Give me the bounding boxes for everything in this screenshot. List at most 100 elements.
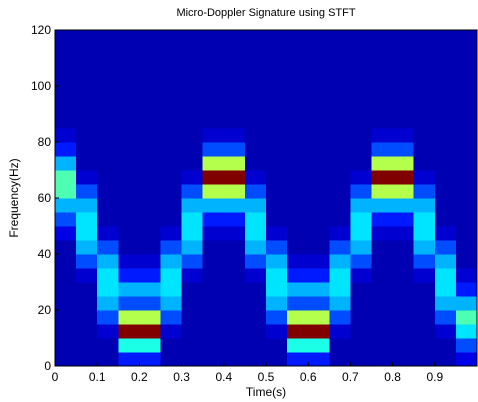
heatmap-cell: [97, 296, 119, 311]
heatmap-cell: [413, 44, 436, 59]
y-tick-label: 0: [44, 359, 51, 373]
heatmap-cell: [181, 128, 204, 143]
heatmap-cell: [413, 58, 436, 73]
heatmap-cell: [181, 170, 204, 185]
heatmap-cell: [223, 198, 246, 213]
heatmap-cell: [97, 338, 119, 353]
heatmap-cell: [308, 114, 330, 129]
heatmap-cell: [223, 310, 246, 325]
chart-title: Micro-Doppler Signature using STFT: [176, 7, 355, 19]
heatmap-cell: [434, 86, 457, 101]
heatmap-cell: [181, 156, 204, 171]
heatmap-cell: [160, 352, 183, 367]
heatmap-cell: [308, 212, 330, 227]
heatmap-cell: [244, 30, 267, 45]
heatmap-cell: [97, 114, 119, 129]
heatmap-cell: [308, 44, 330, 59]
heatmap-cell: [55, 338, 77, 353]
heatmap-cell: [244, 170, 267, 185]
heatmap-cell: [244, 296, 267, 311]
heatmap-cell: [350, 254, 372, 269]
heatmap-cell: [223, 254, 246, 269]
heatmap-cell: [371, 212, 394, 227]
heatmap-cell: [455, 254, 478, 269]
heatmap-cell: [371, 310, 394, 325]
heatmap-cell: [118, 310, 140, 325]
heatmap-cell: [55, 268, 77, 283]
heatmap-cell: [329, 226, 351, 241]
heatmap-cell: [76, 114, 98, 129]
heatmap-cell: [139, 310, 161, 325]
heatmap-cell: [392, 44, 415, 59]
heatmap-cell: [308, 296, 330, 311]
heatmap-cell: [76, 324, 98, 339]
heatmap-cell: [392, 212, 415, 227]
heatmap-cell: [413, 324, 436, 339]
heatmap-cell: [118, 44, 140, 59]
heatmap-cell: [329, 30, 351, 45]
heatmap-cell: [160, 72, 183, 87]
heatmap-cell: [139, 156, 161, 171]
heatmap-cell: [181, 44, 204, 59]
heatmap-cell: [308, 86, 330, 101]
heatmap-cell: [371, 72, 394, 87]
heatmap-cell: [455, 240, 478, 255]
heatmap-cell: [118, 128, 140, 143]
heatmap-cell: [181, 268, 204, 283]
heatmap-cell: [455, 212, 478, 227]
heatmap-cell: [55, 254, 77, 269]
heatmap-cell: [244, 338, 267, 353]
heatmap-cell: [392, 128, 415, 143]
heatmap-cell: [118, 240, 140, 255]
heatmap-cell: [266, 142, 288, 157]
heatmap-cell: [97, 310, 119, 325]
heatmap-cell: [181, 226, 204, 241]
heatmap-cell: [287, 170, 309, 185]
heatmap-cell: [181, 310, 204, 325]
heatmap-cell: [55, 44, 77, 59]
heatmap-cell: [202, 44, 225, 59]
heatmap-cell: [434, 128, 457, 143]
heatmap-cell: [244, 212, 267, 227]
x-tick-label: 0: [52, 370, 59, 384]
heatmap-cell: [413, 254, 436, 269]
heatmap-cell: [55, 100, 77, 115]
heatmap-cell: [329, 282, 351, 297]
heatmap-cell: [160, 226, 183, 241]
heatmap-cell: [413, 128, 436, 143]
heatmap-cell: [413, 30, 436, 45]
heatmap-cell: [181, 86, 204, 101]
x-axis-label: Time(s): [246, 385, 286, 399]
heatmap-cell: [244, 142, 267, 157]
heatmap-cell: [244, 282, 267, 297]
heatmap-cell: [202, 30, 225, 45]
heatmap-cell: [371, 240, 394, 255]
heatmap-cell: [223, 282, 246, 297]
heatmap-cell: [434, 142, 457, 157]
heatmap-cell: [413, 282, 436, 297]
heatmap-cell: [244, 198, 267, 213]
heatmap-cell: [139, 352, 161, 367]
heatmap-cell: [160, 86, 183, 101]
heatmap-cell: [139, 142, 161, 157]
heatmap-cell: [160, 128, 183, 143]
heatmap-cell: [308, 240, 330, 255]
heatmap-cell: [76, 142, 98, 157]
heatmap-cell: [434, 296, 457, 311]
heatmap-cell: [160, 212, 183, 227]
heatmap-cell: [287, 226, 309, 241]
heatmap-cell: [97, 240, 119, 255]
heatmap-cell: [55, 170, 77, 185]
heatmap-cell: [392, 324, 415, 339]
heatmap-cell: [350, 44, 372, 59]
heatmap-cell: [329, 310, 351, 325]
heatmap-cell: [76, 212, 98, 227]
heatmap-cell: [434, 170, 457, 185]
heatmap-cell: [97, 282, 119, 297]
heatmap-cell: [97, 352, 119, 367]
heatmap-cell: [244, 226, 267, 241]
heatmap-cell: [455, 282, 478, 297]
x-tick-label: 0.6: [300, 370, 317, 384]
heatmap-cell: [371, 352, 394, 367]
